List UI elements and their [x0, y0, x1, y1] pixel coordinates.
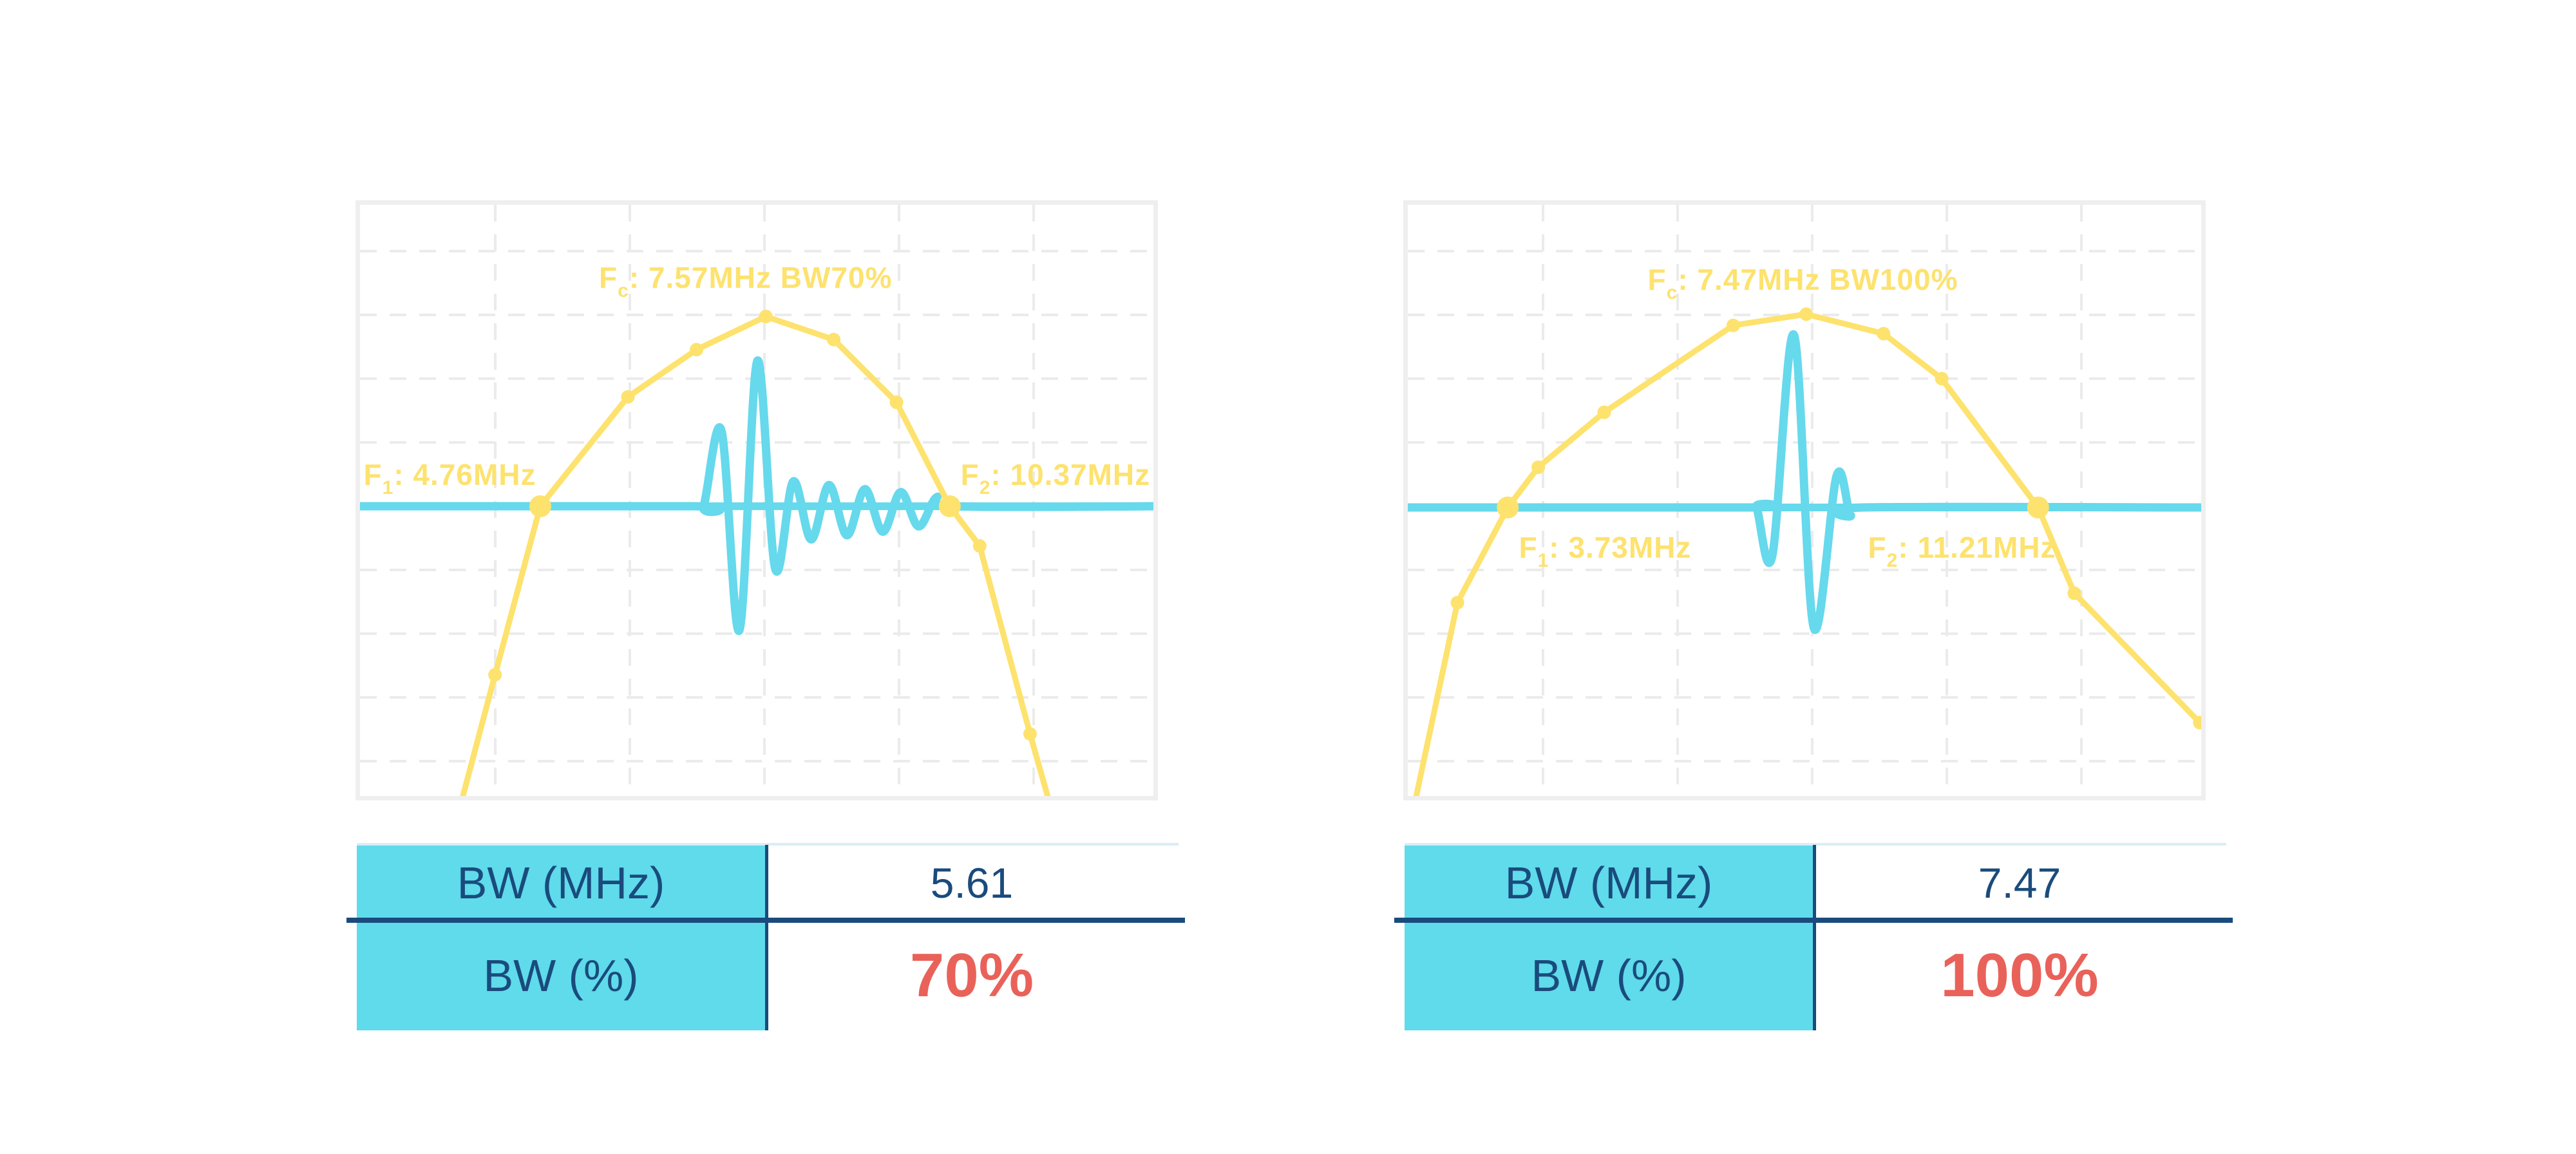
data-point-marker: [621, 390, 635, 404]
right-spectrum-plot: [1408, 205, 2201, 796]
data-point-marker: [1450, 596, 1464, 610]
bandwidth-edge-marker: [529, 495, 551, 518]
annotation-text: F: [1519, 531, 1538, 565]
f2-annotation: F2: 10.37MHz: [960, 457, 1151, 498]
bw-mhz-value: 5.61: [930, 858, 1014, 907]
table-column-divider: [1813, 845, 1816, 1030]
data-point-marker: [1799, 307, 1814, 321]
fc-annotation: Fc: 7.57MHz BW70%: [599, 260, 893, 301]
data-point-marker: [2193, 715, 2201, 730]
bw-mhz-label: BW (MHz): [357, 845, 765, 920]
fc-annotation: Fc: 7.47MHz BW100%: [1647, 262, 1958, 303]
annotation-text: F: [1647, 262, 1667, 296]
data-point-marker: [827, 332, 841, 346]
bw-percent-label: BW (%): [357, 920, 765, 1030]
data-point-marker: [1726, 318, 1740, 332]
bandwidth-table-right: BW (MHz) 7.47 BW (%) 100%: [1394, 843, 2233, 1030]
left-spectrum-plot: [360, 205, 1153, 796]
annotation-text: : 10.37MHz: [990, 457, 1151, 491]
data-point-marker: [1597, 405, 1611, 419]
bandwidth-edge-marker: [2027, 497, 2049, 519]
annotation-text: : 7.47MHz BW100%: [1678, 262, 1958, 296]
annotation-text: : 4.76MHz: [393, 457, 536, 491]
pulse-waveform: [360, 356, 1153, 635]
data-point-marker: [1935, 372, 1949, 386]
data-point-marker: [2067, 586, 2081, 600]
spectrum-curve: [1413, 311, 2201, 796]
annotation-subscript: c: [618, 279, 629, 301]
data-point-marker: [1531, 460, 1546, 475]
pulse-waveform: [1408, 330, 2201, 634]
bandwidth-edge-marker: [938, 495, 961, 518]
annotation-text: F: [1868, 531, 1887, 565]
table-top-border: [357, 843, 1179, 846]
data-point-marker: [759, 310, 773, 324]
data-point-marker: [889, 395, 904, 410]
annotation-subscript: c: [1666, 281, 1678, 303]
annotation-subscript: 1: [1537, 550, 1549, 572]
table-top-border: [1405, 843, 2226, 846]
f2-annotation: F2: 11.21MHz: [1868, 531, 2056, 571]
bw-percent-value: 100%: [1940, 940, 2099, 1010]
spectrum-curve: [460, 314, 1051, 796]
right-spectrum-chart: Fc: 7.47MHz BW100% F1: 3.73MHz F2: 11.21MH…: [1403, 200, 2206, 800]
left-spectrum-chart: Fc: 7.57MHz BW70% F1: 4.76MHz F2: 10.37MHz: [355, 200, 1158, 800]
bw-mhz-value: 7.47: [1978, 858, 2061, 907]
f1-annotation: F1: 4.76MHz: [363, 457, 536, 498]
table-row: BW (MHz) 5.61: [357, 845, 1179, 920]
annotation-text: F: [960, 457, 980, 491]
bw-percent-label: BW (%): [1405, 920, 1813, 1030]
bandwidth-edge-marker: [1497, 497, 1519, 519]
data-point-marker: [488, 668, 502, 682]
annotation-subscript: 1: [382, 477, 394, 498]
bandwidth-table-left: BW (MHz) 5.61 BW (%) 70%: [346, 843, 1185, 1030]
annotation-text: F: [599, 260, 618, 294]
table-column-divider: [765, 845, 768, 1030]
annotation-subscript: 2: [979, 477, 991, 498]
annotation-text: : 7.57MHz BW70%: [629, 260, 893, 294]
annotation-text: : 3.73MHz: [1549, 531, 1692, 565]
data-point-marker: [972, 539, 987, 553]
table-row: BW (%) 100%: [1405, 920, 2226, 1030]
annotation-subscript: 2: [1886, 550, 1899, 572]
bw-mhz-label: BW (MHz): [1405, 845, 1813, 920]
f1-annotation: F1: 3.73MHz: [1519, 531, 1692, 571]
table-row: BW (MHz) 7.47: [1405, 845, 2226, 920]
table-row: BW (%) 70%: [357, 920, 1179, 1030]
annotation-text: : 11.21MHz: [1898, 531, 2056, 565]
bw-percent-value: 70%: [909, 940, 1034, 1010]
data-point-marker: [1877, 326, 1891, 341]
data-point-marker: [689, 343, 703, 357]
annotation-text: F: [363, 457, 383, 491]
data-point-marker: [1023, 727, 1037, 741]
